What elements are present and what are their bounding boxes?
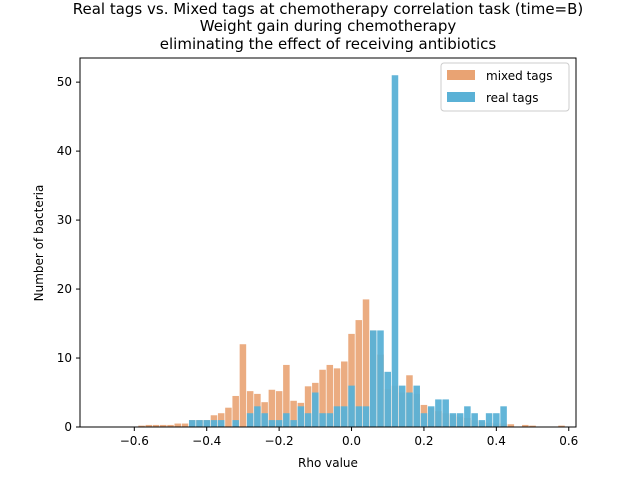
bar-real-tags-29 — [413, 385, 420, 427]
bar-mixed-tags-4 — [167, 424, 174, 427]
bar-mixed-tags-19 — [275, 391, 283, 427]
y-axis-label: Number of bacteria — [32, 185, 46, 302]
bar-mixed-tags-5 — [174, 423, 182, 427]
bar-real-tags-20 — [348, 385, 355, 427]
bar-real-tags-25 — [384, 371, 391, 427]
bar-real-tags-16 — [319, 413, 326, 427]
y-tick-label: 50 — [57, 75, 72, 89]
bar-mixed-tags-53 — [529, 425, 536, 427]
bar-real-tags-34 — [449, 413, 457, 427]
bar-mixed-tags-52 — [522, 424, 529, 427]
bar-real-tags-30 — [420, 413, 428, 427]
bar-real-tags-37 — [471, 413, 478, 427]
legend-label-real-tags: real tags — [486, 91, 538, 105]
bar-real-tags-3 — [210, 420, 218, 427]
y-tick-label: 30 — [57, 213, 72, 227]
bar-mixed-tags-12 — [225, 407, 232, 427]
bar-real-tags-19 — [341, 406, 348, 427]
bar-mixed-tags-31 — [362, 299, 370, 427]
bar-real-tags-4 — [217, 420, 225, 427]
bar-real-tags-5 — [232, 420, 239, 427]
axes-layer: −0.6 −0.4 −0.2 0.0 0.2 0.4 0.6 0 10 20 30 40 50 — [57, 57, 578, 448]
x-axis-label: Rho value — [298, 456, 358, 470]
bar-mixed-tags-23 — [304, 386, 312, 427]
bar-real-tags-10 — [275, 420, 283, 427]
bar-real-tags-31 — [427, 406, 435, 427]
bar-mixed-tags-28 — [341, 361, 348, 427]
bar-real-tags-40 — [493, 413, 500, 427]
x-tick-label: 0.4 — [487, 434, 506, 448]
plot-frame — [79, 57, 577, 428]
y-tick-label: 40 — [57, 144, 72, 158]
y-tick-label: 0 — [64, 420, 72, 434]
bar-real-tags-18 — [333, 406, 341, 427]
bar-mixed-tags-3 — [160, 424, 167, 427]
legend-swatch-mixed-tags — [447, 70, 475, 80]
bar-real-tags-7 — [254, 406, 261, 427]
bar-mixed-tags-26 — [326, 364, 334, 427]
bar-mixed-tags-54 — [558, 425, 565, 427]
bar-mixed-tags-30 — [355, 320, 363, 427]
bar-real-tags-13 — [297, 406, 305, 427]
bar-real-tags-15 — [312, 392, 319, 427]
bar-real-tags-17 — [326, 413, 334, 427]
bar-real-tags-39 — [485, 413, 493, 427]
x-tick-label: 0.0 — [342, 434, 361, 448]
bar-mixed-tags-25 — [319, 369, 326, 427]
bar-mixed-tags-6 — [181, 423, 189, 427]
bar-real-tags-0 — [188, 420, 196, 427]
bar-real-tags-12 — [290, 420, 297, 427]
bar-real-tags-27 — [398, 385, 406, 427]
legend: mixed tags real tags — [440, 62, 570, 112]
bar-real-tags-23 — [370, 330, 377, 427]
x-tick-label: −0.4 — [192, 434, 221, 448]
bar-real-tags-21 — [355, 406, 363, 427]
bar-real-tags-33 — [442, 399, 449, 427]
bar-mixed-tags-27 — [333, 368, 341, 427]
bar-real-tags-28 — [406, 392, 413, 427]
x-tick-label: −0.2 — [265, 434, 294, 448]
bar-mixed-tags-0 — [138, 425, 145, 427]
x-tick-label: 0.2 — [414, 434, 433, 448]
bar-mixed-tags-20 — [283, 364, 290, 427]
chart-title-line-3: eliminating the effect of receiving anti… — [160, 35, 497, 53]
bar-real-tags-38 — [478, 420, 486, 427]
chart-title-line-1: Real tags vs. Mixed tags at chemotherapy… — [73, 0, 584, 18]
legend-swatch-real-tags — [447, 92, 475, 102]
legend-label-mixed-tags: mixed tags — [486, 69, 553, 83]
bar-mixed-tags-15 — [246, 391, 254, 427]
bar-mixed-tags-2 — [152, 424, 160, 427]
bar-mixed-tags-21 — [290, 400, 297, 427]
bars-layer — [138, 75, 565, 428]
y-tick-label: 20 — [57, 282, 72, 296]
bar-real-tags-26 — [391, 75, 399, 428]
bar-mixed-tags-14 — [239, 344, 247, 427]
x-tick-label: 0.6 — [559, 434, 578, 448]
bar-mixed-tags-13 — [232, 395, 239, 427]
bar-real-tags-9 — [268, 420, 276, 427]
bar-real-tags-8 — [261, 413, 268, 427]
bar-real-tags-36 — [464, 406, 471, 427]
bar-real-tags-11 — [283, 413, 290, 427]
bar-mixed-tags-51 — [507, 424, 515, 427]
chart-title-line-2: Weight gain during chemotherapy — [200, 17, 457, 35]
series-real-tags — [188, 75, 507, 428]
bar-real-tags-6 — [246, 413, 254, 427]
bar-real-tags-2 — [203, 420, 210, 427]
bar-real-tags-14 — [304, 413, 312, 427]
y-tick-label: 10 — [57, 351, 72, 365]
bar-real-tags-41 — [500, 406, 507, 427]
bar-real-tags-22 — [362, 406, 370, 427]
bar-real-tags-24 — [377, 330, 384, 427]
bar-mixed-tags-18 — [268, 389, 276, 427]
x-tick-label: −0.6 — [120, 434, 149, 448]
bar-mixed-tags-29 — [348, 333, 355, 427]
bar-real-tags-32 — [435, 399, 442, 427]
bar-mixed-tags-1 — [145, 424, 153, 427]
bar-real-tags-35 — [456, 413, 464, 427]
bar-real-tags-1 — [196, 420, 203, 427]
